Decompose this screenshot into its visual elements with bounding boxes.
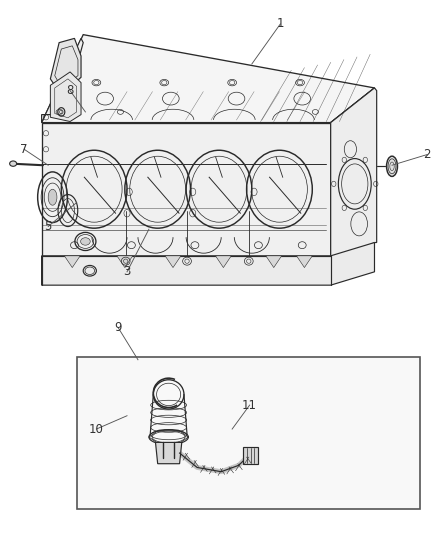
Polygon shape — [42, 243, 374, 285]
Text: 3: 3 — [124, 265, 131, 278]
Text: 7: 7 — [20, 143, 28, 156]
Polygon shape — [42, 35, 374, 123]
Polygon shape — [64, 256, 80, 268]
Text: 9: 9 — [114, 321, 122, 334]
Text: 11: 11 — [242, 399, 257, 411]
Text: 1: 1 — [276, 18, 284, 30]
Polygon shape — [215, 256, 231, 268]
Polygon shape — [331, 88, 377, 261]
Polygon shape — [243, 447, 258, 464]
Polygon shape — [155, 442, 182, 464]
Polygon shape — [50, 38, 81, 85]
Text: 5: 5 — [45, 220, 52, 233]
Text: 2: 2 — [423, 148, 431, 161]
Polygon shape — [266, 256, 282, 268]
Polygon shape — [117, 256, 133, 268]
Bar — [77, 357, 420, 509]
Polygon shape — [42, 123, 331, 256]
Polygon shape — [297, 256, 312, 268]
Polygon shape — [50, 72, 81, 122]
Text: 8: 8 — [67, 84, 74, 97]
Polygon shape — [165, 256, 181, 268]
Ellipse shape — [386, 156, 398, 176]
Polygon shape — [331, 88, 374, 256]
Ellipse shape — [81, 238, 90, 245]
Text: 10: 10 — [89, 423, 104, 435]
Polygon shape — [42, 38, 83, 123]
Ellipse shape — [10, 161, 17, 166]
Ellipse shape — [48, 189, 57, 205]
